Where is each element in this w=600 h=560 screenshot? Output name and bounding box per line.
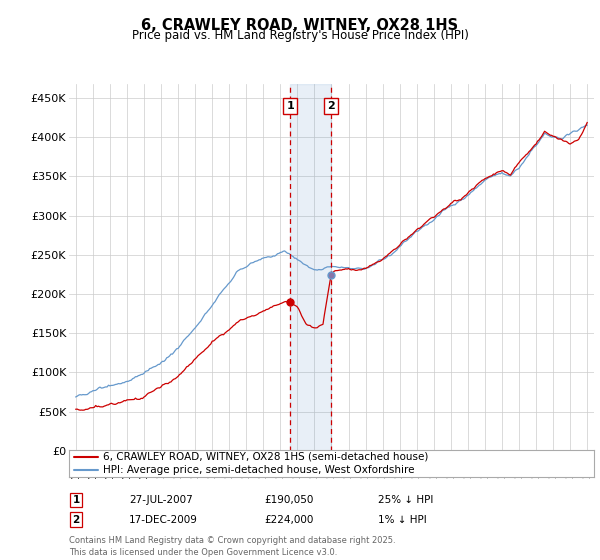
Text: HPI: Average price, semi-detached house, West Oxfordshire: HPI: Average price, semi-detached house,… — [103, 465, 415, 475]
Text: 1: 1 — [286, 101, 294, 111]
Bar — [290, 84, 331, 451]
Text: 1: 1 — [73, 495, 80, 505]
Text: 1% ↓ HPI: 1% ↓ HPI — [378, 515, 427, 525]
Text: 6, CRAWLEY ROAD, WITNEY, OX28 1HS (semi-detached house): 6, CRAWLEY ROAD, WITNEY, OX28 1HS (semi-… — [103, 452, 428, 462]
Text: 25% ↓ HPI: 25% ↓ HPI — [378, 495, 433, 505]
Text: 2: 2 — [327, 101, 335, 111]
Text: £224,000: £224,000 — [264, 515, 313, 525]
Text: 17-DEC-2009: 17-DEC-2009 — [129, 515, 198, 525]
Text: £190,050: £190,050 — [264, 495, 313, 505]
Text: Price paid vs. HM Land Registry's House Price Index (HPI): Price paid vs. HM Land Registry's House … — [131, 29, 469, 42]
Text: 27-JUL-2007: 27-JUL-2007 — [129, 495, 193, 505]
Text: Contains HM Land Registry data © Crown copyright and database right 2025.
This d: Contains HM Land Registry data © Crown c… — [69, 536, 395, 557]
Text: 6, CRAWLEY ROAD, WITNEY, OX28 1HS: 6, CRAWLEY ROAD, WITNEY, OX28 1HS — [142, 18, 458, 33]
Text: 2: 2 — [73, 515, 80, 525]
